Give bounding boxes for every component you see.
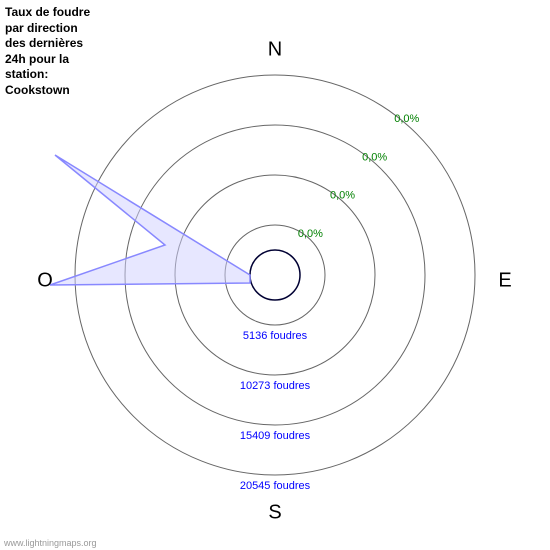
cardinal-w: O	[37, 269, 53, 291]
ring-count-label: 5136 foudres	[243, 330, 308, 342]
ring-count-label: 15409 foudres	[240, 430, 311, 442]
cardinal-n: N	[268, 38, 282, 60]
ring-pct-label: 0,0%	[330, 190, 355, 202]
ring-pct-label: 0,0%	[298, 228, 323, 240]
credit-text: www.lightningmaps.org	[4, 538, 97, 548]
lightning-wedge	[50, 155, 250, 285]
ring-pct-label: 0,0%	[362, 151, 387, 163]
center-circle	[250, 250, 300, 300]
ring-count-label: 10273 foudres	[240, 380, 311, 392]
ring-pct-label: 0,0%	[394, 113, 419, 125]
cardinal-e: E	[498, 269, 511, 291]
ring-count-label: 20545 foudres	[240, 480, 311, 492]
polar-chart: 0,0% 0,0% 0,0% 0,0% 5136 foudres 10273 foudr…	[0, 0, 550, 550]
cardinal-s: S	[268, 501, 281, 523]
